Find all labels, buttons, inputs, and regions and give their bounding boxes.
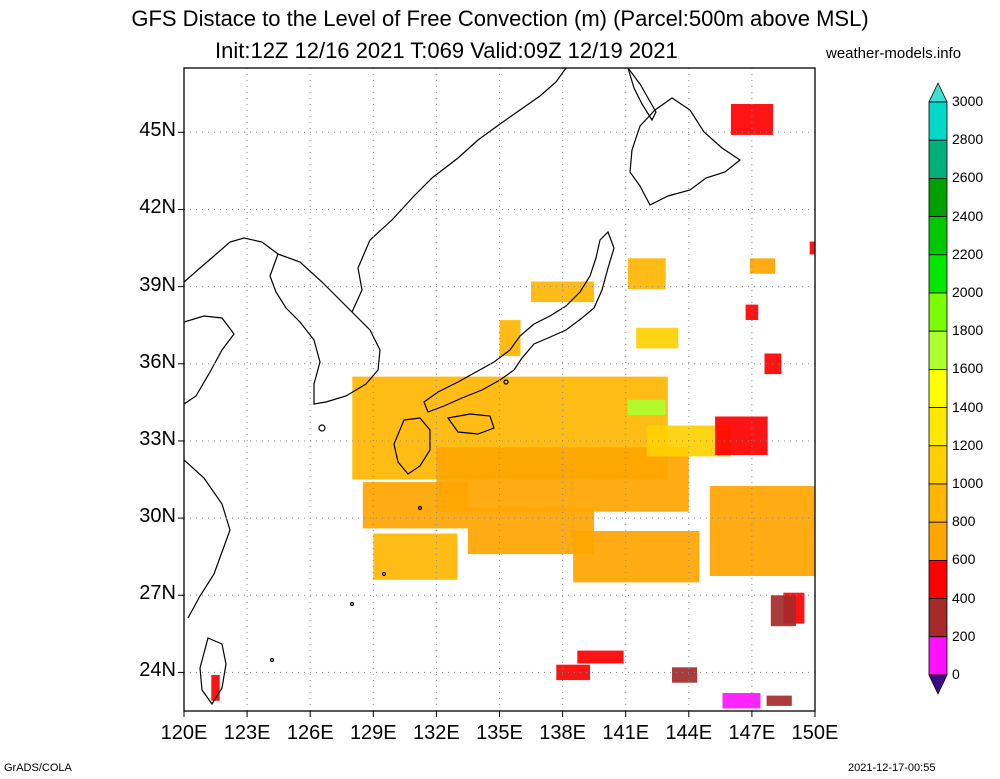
field-patch xyxy=(573,531,700,583)
axis-ticks xyxy=(178,131,816,717)
convection-field xyxy=(211,104,815,709)
field-patch xyxy=(636,327,679,349)
lon-label: 129E xyxy=(349,722,397,744)
colorbar-box xyxy=(928,101,948,141)
source-site: weather-models.info xyxy=(826,45,962,62)
lon-label: 126E xyxy=(286,722,334,744)
colorbar-box xyxy=(928,636,948,676)
lat-label: 30N xyxy=(139,505,176,528)
lon-label: 150E xyxy=(791,722,839,744)
colorbar-label: 2600 xyxy=(952,169,984,186)
lat-label: 39N xyxy=(139,273,176,296)
field-patch xyxy=(722,693,761,709)
colorbar-box xyxy=(928,560,948,600)
colorbar-box xyxy=(928,521,948,561)
colorbar-box xyxy=(928,139,948,179)
colorbar-label: 400 xyxy=(952,589,976,606)
lat-label: 45N xyxy=(139,119,176,142)
colorbar-box xyxy=(928,254,948,294)
coastlines xyxy=(184,68,742,706)
colorbar-box xyxy=(928,216,948,256)
colorbar xyxy=(928,82,948,695)
field-patch xyxy=(373,533,458,580)
lon-label: 147E xyxy=(728,722,776,744)
field-patch xyxy=(499,320,521,357)
field-patch xyxy=(577,650,624,664)
field-patch xyxy=(556,664,590,681)
colorbar-under-arrow xyxy=(928,674,948,695)
colorbar-box xyxy=(928,445,948,485)
colorbar-over-arrow xyxy=(928,82,948,103)
lon-label: 141E xyxy=(602,722,650,744)
colorbar-box xyxy=(928,330,948,370)
chart-title: GFS Distace to the Level of Free Convect… xyxy=(131,6,869,31)
colorbar-label: 1600 xyxy=(952,360,984,377)
field-patch xyxy=(809,241,815,255)
lat-label: 36N xyxy=(139,350,176,373)
footer-timestamp: 2021-12-17-00:55 xyxy=(848,762,936,774)
colorbar-label: 2200 xyxy=(952,245,984,262)
chart-subtitle: Init:12Z 12/16 2021 T:069 Valid:09Z 12/1… xyxy=(215,38,678,63)
field-patch xyxy=(627,258,666,290)
field-patch xyxy=(770,595,796,627)
field-patch xyxy=(709,486,815,576)
field-patch xyxy=(745,304,759,320)
field-patch xyxy=(211,675,220,701)
colorbar-label: 1800 xyxy=(952,322,984,339)
field-patch xyxy=(531,281,595,303)
field-patch xyxy=(749,258,775,274)
field-patch xyxy=(436,447,689,512)
colorbar-box xyxy=(928,368,948,408)
lon-label: 138E xyxy=(539,722,586,744)
lat-label: 33N xyxy=(139,427,176,450)
lon-label: 120E xyxy=(160,722,208,744)
lon-label: 132E xyxy=(413,722,460,744)
lon-label: 144E xyxy=(665,722,713,744)
lat-label: 42N xyxy=(139,196,176,219)
field-patch xyxy=(766,695,792,706)
colorbar-label: 600 xyxy=(952,551,976,568)
colorbar-box xyxy=(928,598,948,638)
colorbar-label: 2800 xyxy=(952,131,984,148)
colorbar-label: 1000 xyxy=(952,475,984,491)
colorbar-label: 2000 xyxy=(952,284,984,300)
colorbar-label: 200 xyxy=(952,627,976,644)
lat-label: 24N xyxy=(139,659,176,682)
lon-label: 123E xyxy=(223,722,271,744)
colorbar-box xyxy=(928,407,948,447)
field-patch xyxy=(362,482,468,529)
colorbar-label: 2400 xyxy=(952,207,984,224)
field-patch xyxy=(467,507,595,555)
colorbar-box xyxy=(928,177,948,217)
colorbar-label: 0 xyxy=(952,666,960,682)
colorbar-label: 800 xyxy=(952,513,976,530)
field-patch xyxy=(715,416,768,456)
footer-software: GrADS/COLA xyxy=(4,762,72,774)
colorbar-label: 1400 xyxy=(952,398,984,415)
colorbar-label: 1200 xyxy=(952,436,984,453)
colorbar-box xyxy=(928,483,948,523)
colorbar-box xyxy=(928,292,948,332)
lat-label: 27N xyxy=(139,582,176,605)
field-patch xyxy=(627,399,666,416)
field-patch xyxy=(672,667,698,683)
field-patch xyxy=(730,104,773,135)
colorbar-label: 3000 xyxy=(952,93,984,109)
lon-label: 135E xyxy=(476,722,523,744)
